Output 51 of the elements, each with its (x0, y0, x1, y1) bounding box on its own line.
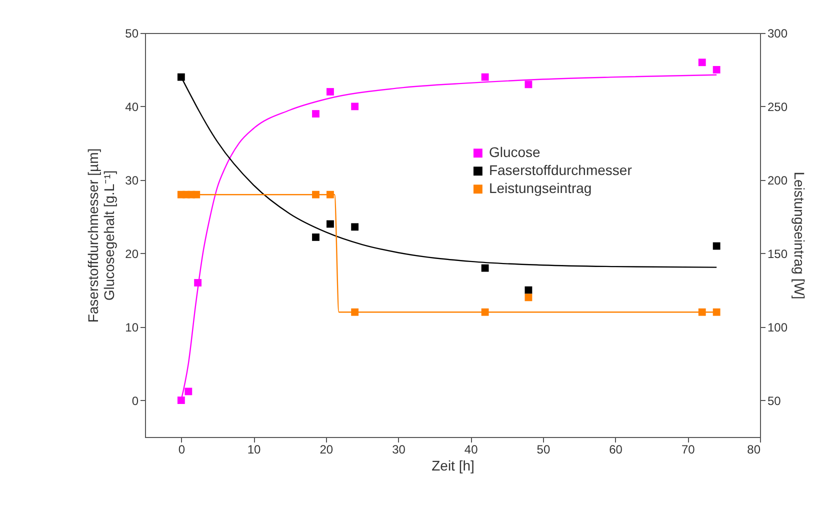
point (712, 242, 720, 250)
point (312, 110, 320, 118)
y-axis-title: Faserstoffdurchmesser [µm] Glucosegehalt [g.L⁻¹] (85, 148, 118, 323)
point (351, 308, 359, 316)
point (481, 73, 489, 81)
point (194, 279, 202, 286)
x-tick-label: 20 (320, 442, 334, 456)
y-tick-label: 0 (132, 394, 139, 408)
point (177, 73, 185, 81)
point (351, 102, 359, 110)
point (481, 308, 489, 316)
point (312, 233, 320, 241)
point (698, 308, 706, 316)
x-tick-label: 40 (464, 442, 478, 456)
x-tick-label: 80 (747, 442, 761, 456)
y2-axis-title: Leistungseintrag [W] (792, 172, 808, 300)
legend-label: Faserstoffdurchmesser (488, 162, 632, 178)
y2-tick-label: 100 (768, 320, 788, 334)
y2-tick-label: 300 (768, 26, 788, 40)
point (326, 190, 334, 198)
point (312, 190, 320, 198)
y2-tick-label: 50 (768, 394, 782, 408)
x-tick-label: 50 (536, 442, 550, 456)
y-tick-label: 40 (125, 100, 139, 114)
point (177, 396, 185, 404)
point (192, 190, 200, 198)
point (481, 264, 489, 272)
legend-label: Leistungseintrag (488, 180, 592, 196)
x-tick-label: 10 (247, 442, 262, 456)
point (712, 308, 720, 316)
x-tick-label: 60 (609, 442, 623, 456)
x-tick-label: 30 (392, 442, 406, 456)
point (326, 88, 334, 96)
y-tick-label: 30 (125, 173, 139, 188)
x-tick-label: 70 (681, 442, 696, 456)
point (184, 388, 192, 396)
point (524, 294, 532, 302)
y-tick-label: 50 (125, 26, 139, 40)
point (712, 66, 720, 74)
point (326, 220, 334, 228)
y2-tick-label: 150 (768, 246, 788, 261)
y2-tick-label: 200 (768, 173, 788, 188)
point (351, 223, 359, 231)
point (524, 80, 532, 88)
legend-label: Glucose (488, 144, 541, 160)
y2-tick-label: 250 (768, 100, 788, 114)
x-tick-label: 0 (178, 442, 186, 456)
y-tick-label: 20 (125, 246, 139, 261)
x-axis-title: Zeit [h] (432, 458, 474, 474)
point (698, 58, 706, 66)
y-tick-label: 10 (125, 320, 139, 334)
